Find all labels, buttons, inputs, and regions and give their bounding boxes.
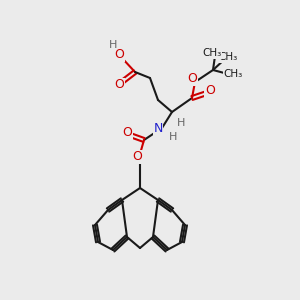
- Text: H: H: [109, 40, 117, 50]
- Text: CH₃: CH₃: [202, 48, 222, 58]
- Text: CH₃: CH₃: [218, 52, 238, 62]
- Text: O: O: [122, 127, 132, 140]
- Text: CH₃: CH₃: [224, 69, 243, 79]
- Text: O: O: [132, 151, 142, 164]
- Text: O: O: [187, 73, 197, 85]
- Text: N: N: [153, 122, 163, 136]
- Text: O: O: [205, 85, 215, 98]
- Text: O: O: [114, 49, 124, 62]
- Text: H: H: [177, 118, 185, 128]
- Text: H: H: [169, 132, 177, 142]
- Text: O: O: [114, 79, 124, 92]
